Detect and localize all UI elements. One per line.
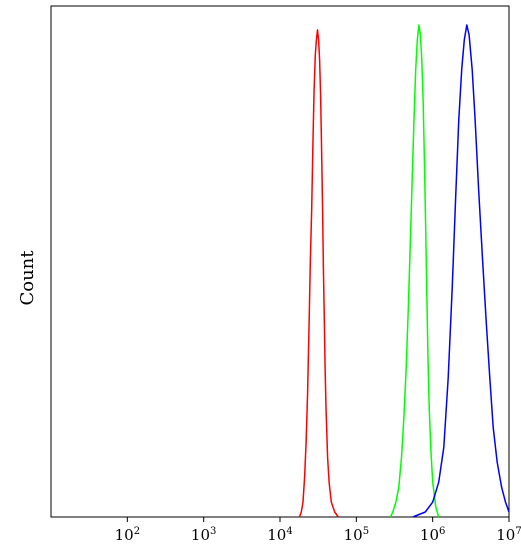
x-tick-label: 102 [115, 526, 140, 544]
x-tick-label: 104 [267, 526, 292, 544]
x-tick-label: 106 [420, 526, 445, 544]
series-layer [298, 24, 510, 518]
y-axis-label: Count [17, 250, 38, 306]
histogram-series-3 [412, 24, 510, 518]
histogram-series-2 [389, 24, 440, 518]
x-tick-label: 103 [191, 526, 216, 544]
x-tick-label: 107 [496, 526, 521, 544]
x-axis-ticks: 102 103 104 105 106 107 [115, 517, 521, 544]
histogram-series-1 [298, 29, 339, 518]
x-tick-label: 105 [344, 526, 369, 544]
plot-frame [50, 5, 510, 518]
